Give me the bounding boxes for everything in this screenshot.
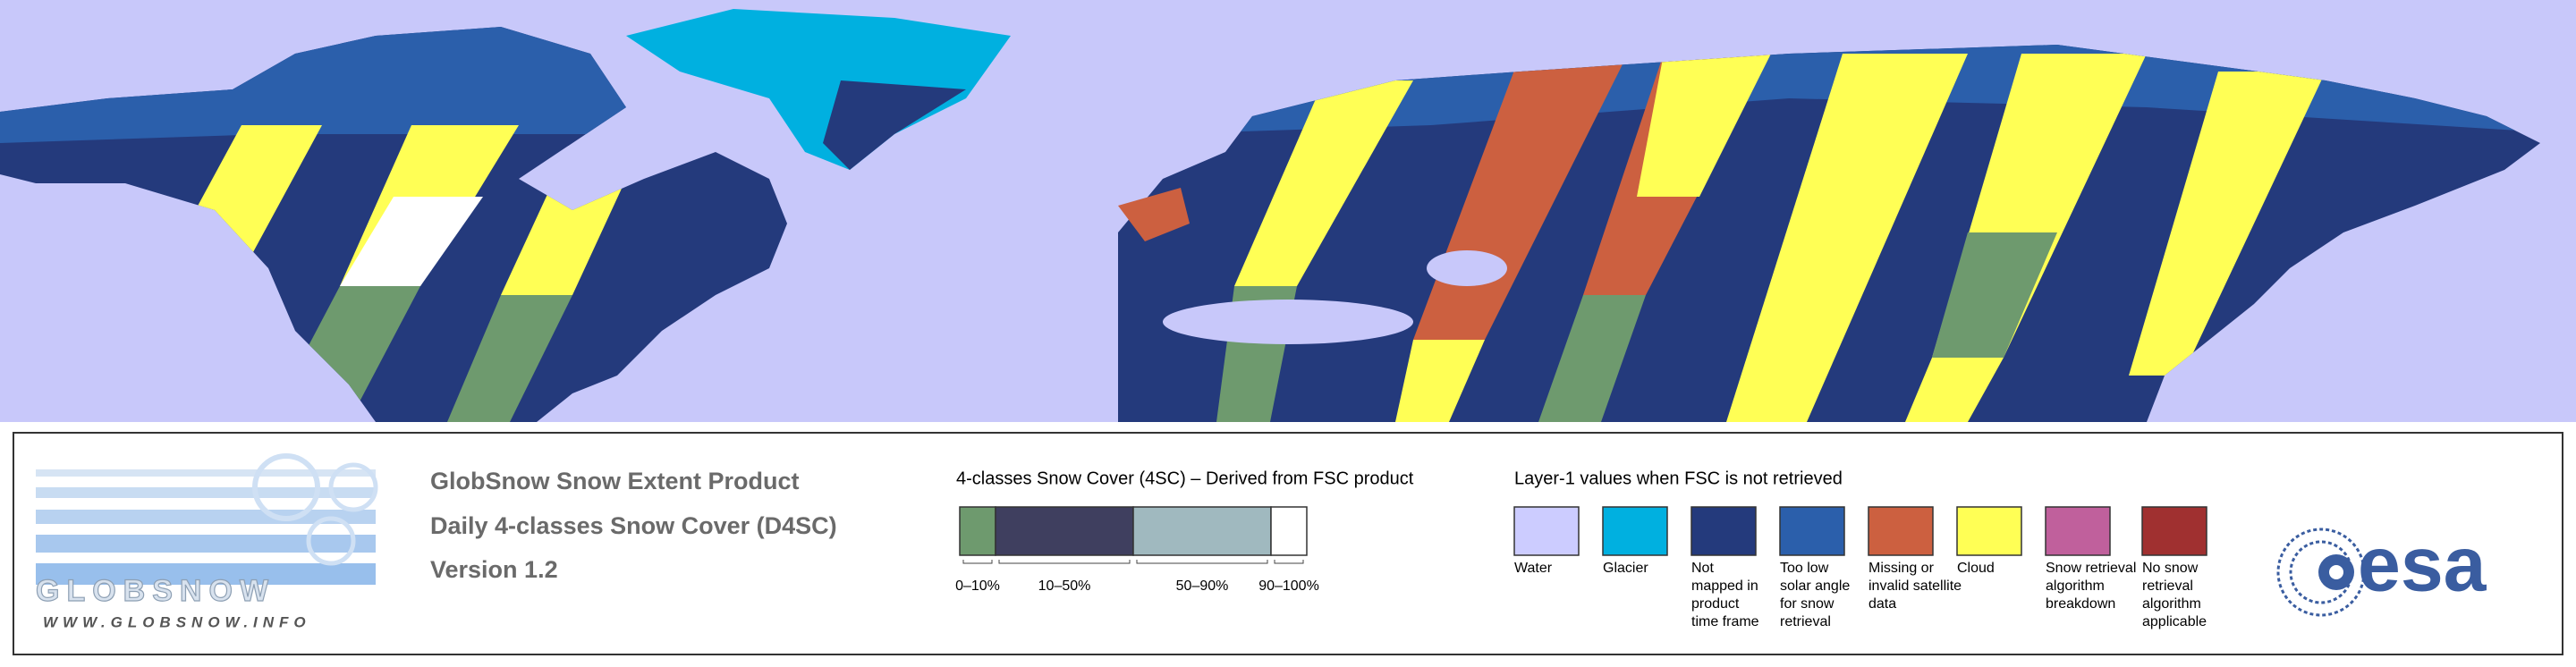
snow-class-label: 0–10% [955,578,1000,594]
layer1-label: Water [1514,561,1553,576]
label-bracket [1136,560,1268,564]
map-sea [1163,300,1413,344]
layer1-swatch [1956,506,2022,556]
layer1-swatch [2045,506,2111,556]
layer1-label: Cloud [1957,561,1995,576]
layer1-label: solar angle [1780,578,1850,594]
snow-class-label: 90–100% [1258,578,1319,594]
snow-class-swatch [1132,506,1272,556]
map-greenland [626,9,1011,170]
snow-class-label: 10–50% [1038,578,1091,594]
layer1-legend-title: Layer-1 values when FSC is not retrieved [1514,469,1843,488]
layer1-label: Glacier [1603,561,1648,576]
layer1-swatch [1513,506,1580,556]
layer1-label: breakdown [2046,596,2115,612]
layer1-label: retrieval [2142,578,2193,594]
snow-class-label: 50–90% [1176,578,1229,594]
layer1-swatch [1868,506,1934,556]
layer1-label: No snow [2142,561,2199,576]
layer1-label: algorithm [2046,578,2105,594]
layer1-label: mapped in [1691,578,1758,594]
logo-url: WWW.GLOBSNOW.INFO [43,613,311,630]
layer1-label: algorithm [2142,596,2201,612]
map-greenland [823,80,966,170]
layer1-label: invalid satellite [1868,578,1962,594]
layer1-label: applicable [2142,614,2207,629]
snow-class-swatch [1270,506,1308,556]
layer1-label: Snow retrieval [2046,561,2136,576]
layer1-label: for snow [1780,596,1835,612]
label-bracket [998,560,1131,564]
product-subtitle: Daily 4-classes Snow Cover (D4SC) [430,512,837,539]
snow-class-swatch [959,506,996,556]
layer1-label: Not [1691,561,1714,576]
layer1-label: product [1691,596,1740,612]
product-version: Version 1.2 [430,556,558,583]
globsnow-logo [36,453,378,585]
layer1-swatch [2141,506,2207,556]
snow-class-swatch [995,506,1134,556]
layer1-label: Missing or [1868,561,1935,576]
snow-cover-legend-title: 4-classes Snow Cover (4SC) – Derived fro… [956,469,1414,488]
esa-logo [2276,528,2366,617]
layer1-label: Too low [1780,561,1829,576]
label-bracket [1274,560,1304,564]
layer1-swatch [1690,506,1757,556]
product-title: GlobSnow Snow Extent Product [430,468,800,494]
layer1-swatch [1602,506,1668,556]
esa-wordmark: esa [2358,522,2487,608]
layer1-label: retrieval [1780,614,1831,629]
layer1-swatch [1779,506,1845,556]
layer1-label: data [1868,596,1896,612]
map-iceland [1118,188,1190,241]
map-sea [1427,250,1507,286]
logo-name: GLOBSNOW [36,574,275,608]
layer1-label: time frame [1691,614,1759,629]
label-bracket [962,560,993,564]
